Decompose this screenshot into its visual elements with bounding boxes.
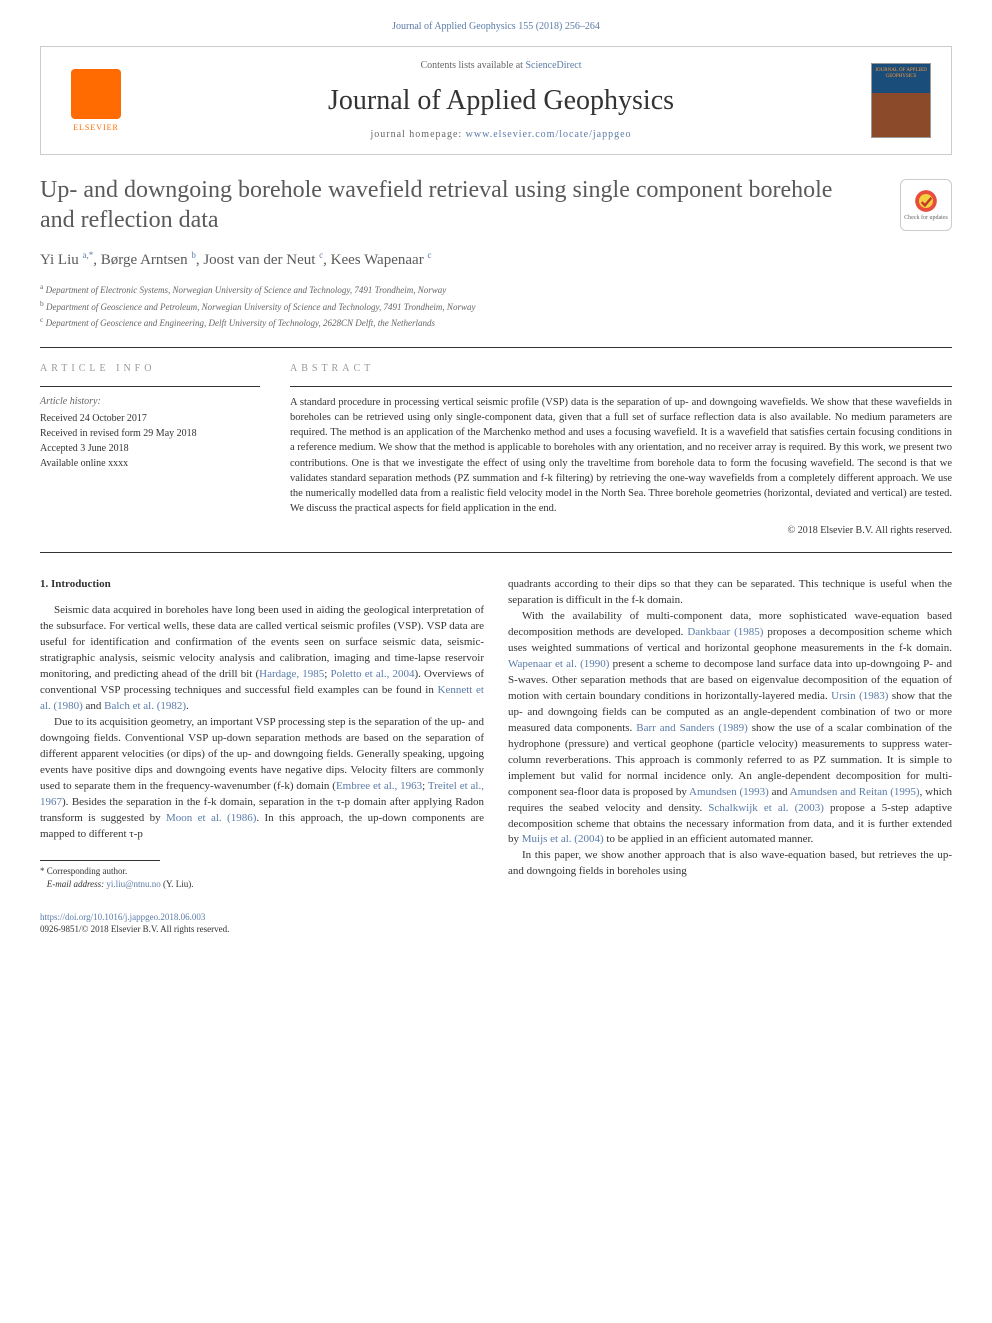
cover-text: JOURNAL OF APPLIED GEOPHYSICS [872, 64, 930, 79]
para-4: With the availability of multi-component… [508, 609, 952, 848]
history-received: Received 24 October 2017 [40, 411, 260, 426]
affiliations: a Department of Electronic Systems, Norw… [40, 281, 952, 331]
para-3: quadrants according to their dips so tha… [508, 577, 952, 609]
ref-embree[interactable]: Embree et al., 1963 [336, 780, 422, 792]
top-citation[interactable]: Journal of Applied Geophysics 155 (2018)… [40, 20, 952, 34]
info-abstract-row: ARTICLE INFO Article history: Received 2… [40, 348, 952, 553]
ref-ursin[interactable]: Ursin (1983) [831, 690, 888, 702]
ref-barr[interactable]: Barr and Sanders (1989) [636, 722, 747, 734]
history-accepted: Accepted 3 June 2018 [40, 441, 260, 456]
para-5: In this paper, we show another approach … [508, 848, 952, 880]
footnote-email: E-mail address: yi.liu@ntnu.no (Y. Liu). [40, 878, 484, 891]
abstract-rule [290, 386, 952, 387]
homepage-link[interactable]: www.elsevier.com/locate/jappgeo [466, 129, 632, 140]
footnote-corresponding: * Corresponding author. [40, 865, 484, 878]
journal-name: Journal of Applied Geophysics [131, 81, 871, 120]
ref-poletto[interactable]: Poletto et al., 2004 [330, 668, 414, 680]
affiliation-b: b Department of Geoscience and Petroleum… [40, 298, 952, 315]
check-updates-icon [913, 188, 939, 214]
sciencedirect-link[interactable]: ScienceDirect [525, 60, 581, 71]
ref-amundsen2[interactable]: Amundsen and Reitan (1995) [790, 786, 920, 798]
article-info: ARTICLE INFO Article history: Received 2… [40, 362, 260, 539]
title-section: Check for updates Up- and downgoing bore… [40, 175, 952, 331]
affiliation-a: a Department of Electronic Systems, Norw… [40, 281, 952, 298]
ref-balch[interactable]: Balch et al. (1982) [104, 700, 186, 712]
para-2: Due to its acquisition geometry, an impo… [40, 715, 484, 843]
abstract-text: A standard procedure in processing verti… [290, 395, 952, 517]
rule-bottom [40, 552, 952, 553]
journal-cover-icon: JOURNAL OF APPLIED GEOPHYSICS [871, 63, 931, 138]
contents-line: Contents lists available at ScienceDirec… [131, 59, 871, 73]
journal-header: ELSEVIER Contents lists available at Sci… [40, 46, 952, 155]
homepage-prefix: journal homepage: [370, 129, 465, 140]
check-updates-badge[interactable]: Check for updates [900, 179, 952, 231]
footnote-rule [40, 860, 160, 861]
history-label: Article history: [40, 395, 260, 409]
email-link[interactable]: yi.liu@ntnu.no [106, 879, 160, 889]
authors-line: Yi Liu a,*, Børge Arntsen b, Joost van d… [40, 249, 952, 271]
doi-link[interactable]: https://doi.org/10.1016/j.jappgeo.2018.0… [40, 912, 205, 922]
homepage-line: journal homepage: www.elsevier.com/locat… [131, 128, 871, 142]
elsevier-tree-icon [71, 69, 121, 119]
ref-amundsen1[interactable]: Amundsen (1993) [689, 786, 769, 798]
info-heading: ARTICLE INFO [40, 362, 260, 376]
para-1: Seismic data acquired in boreholes have … [40, 603, 484, 715]
issn-line: 0926-9851/© 2018 Elsevier B.V. All right… [40, 924, 229, 934]
footer: https://doi.org/10.1016/j.jappgeo.2018.0… [40, 911, 952, 936]
column-right: quadrants according to their dips so tha… [508, 577, 952, 890]
history-revised: Received in revised form 29 May 2018 [40, 426, 260, 441]
ref-dankbaar[interactable]: Dankbaar (1985) [687, 626, 763, 638]
abstract-heading: ABSTRACT [290, 362, 952, 376]
ref-schalkwijk[interactable]: Schalkwijk et al. (2003) [708, 802, 824, 814]
ref-moon[interactable]: Moon et al. (1986) [166, 812, 256, 824]
elsevier-logo: ELSEVIER [61, 63, 131, 138]
history-online: Available online xxxx [40, 456, 260, 471]
elsevier-label: ELSEVIER [73, 122, 119, 133]
body-columns: 1. Introduction Seismic data acquired in… [40, 577, 952, 890]
ref-muijs[interactable]: Muijs et al. (2004) [522, 833, 604, 845]
contents-prefix: Contents lists available at [420, 60, 525, 71]
abstract-copyright: © 2018 Elsevier B.V. All rights reserved… [290, 524, 952, 538]
info-rule [40, 386, 260, 387]
affiliation-c: c Department of Geoscience and Engineeri… [40, 314, 952, 331]
header-center: Contents lists available at ScienceDirec… [131, 59, 871, 142]
column-left: 1. Introduction Seismic data acquired in… [40, 577, 484, 890]
article-title: Up- and downgoing borehole wavefield ret… [40, 175, 952, 235]
section-1-heading: 1. Introduction [40, 577, 484, 593]
check-updates-label: Check for updates [904, 214, 948, 222]
ref-hardage[interactable]: Hardage, 1985 [259, 668, 324, 680]
abstract-column: ABSTRACT A standard procedure in process… [290, 362, 952, 539]
ref-wapenaar[interactable]: Wapenaar et al. (1990) [508, 658, 609, 670]
